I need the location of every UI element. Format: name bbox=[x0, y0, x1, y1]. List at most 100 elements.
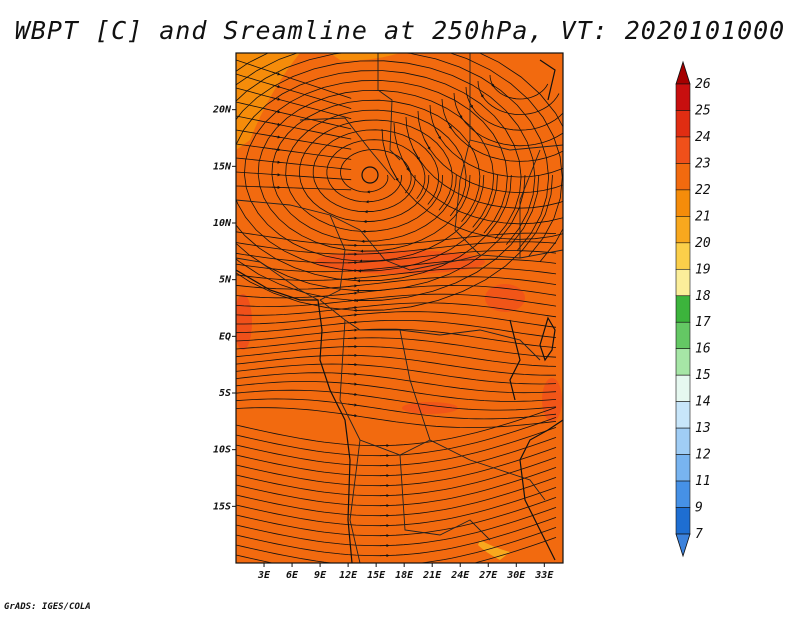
colorbar-swatch bbox=[675, 163, 691, 191]
colorbar-label: 14 bbox=[695, 395, 711, 410]
wbpt-warm-band-central bbox=[315, 250, 485, 274]
colorbar-label: 23 bbox=[695, 156, 711, 171]
streamline-arrow bbox=[390, 167, 399, 182]
colorbar-label: 24 bbox=[695, 130, 711, 145]
colorbar-swatch bbox=[675, 348, 691, 376]
wbpt-warm-patch-west bbox=[236, 294, 252, 350]
colorbar-swatch bbox=[675, 189, 691, 217]
colorbar-label: 15 bbox=[695, 368, 711, 383]
colorbar-label: 7 bbox=[695, 527, 703, 542]
y-axis: 20N 15N 10N 5N EQ 5S 10S 15S bbox=[212, 105, 236, 512]
colorbar-label: 19 bbox=[695, 262, 711, 277]
streamline-arrow bbox=[347, 372, 358, 376]
streamline bbox=[236, 497, 557, 537]
colorbar-swatch bbox=[675, 480, 691, 508]
streamline bbox=[236, 53, 550, 292]
streamline bbox=[236, 157, 352, 170]
streamline-arrow bbox=[424, 139, 431, 151]
streamline bbox=[236, 346, 557, 367]
streamline bbox=[236, 447, 557, 487]
map-frame bbox=[235, 52, 564, 564]
streamline bbox=[236, 427, 557, 467]
x-tick-label: 3E bbox=[257, 570, 271, 581]
streamline-arrow bbox=[271, 135, 281, 139]
streamline-arrow bbox=[347, 313, 358, 317]
streamline bbox=[236, 115, 352, 140]
wbpt-cool-region-nw bbox=[236, 53, 300, 150]
x-tick-label: 30E bbox=[506, 570, 526, 581]
wbpt-warm-patch-east bbox=[485, 284, 525, 312]
streamline bbox=[236, 241, 557, 255]
streamline bbox=[236, 437, 557, 477]
wbpt-warm-patch-south bbox=[402, 402, 458, 414]
chart-title: WBPT [C] and Sreamline at 250hPa, VT: 20… bbox=[14, 16, 786, 45]
streamline-arrow bbox=[271, 97, 281, 101]
x-tick-label: 33E bbox=[534, 570, 554, 581]
streamline-arrow bbox=[412, 148, 420, 161]
colorbar-label: 20 bbox=[695, 236, 711, 251]
colorbar-label: 22 bbox=[695, 183, 711, 198]
x-tick-label: 24E bbox=[450, 570, 470, 581]
streamline bbox=[236, 337, 557, 358]
streamline bbox=[236, 293, 557, 308]
streamline-arrow bbox=[271, 122, 281, 126]
streamline-arrow bbox=[491, 83, 495, 88]
streamline bbox=[236, 417, 557, 457]
streamline bbox=[236, 467, 557, 507]
streamline-arrow bbox=[347, 392, 358, 397]
colorbar-swatch bbox=[675, 321, 691, 350]
y-tick-label: 15S bbox=[213, 501, 231, 512]
y-tick-label: 10S bbox=[213, 445, 231, 456]
colorbar-swatch bbox=[675, 83, 691, 111]
streamline bbox=[236, 320, 557, 338]
colorbar-swatch bbox=[675, 110, 691, 138]
streamline bbox=[236, 267, 557, 281]
streamline-arrow bbox=[347, 414, 358, 418]
streamline bbox=[271, 99, 481, 242]
colorbar-label: 25 bbox=[695, 103, 711, 118]
colorbar-swatch bbox=[675, 507, 691, 535]
x-tick-label: 18E bbox=[395, 570, 414, 581]
streamline bbox=[236, 143, 352, 160]
y-tick-label: 15N bbox=[213, 161, 232, 172]
streamline bbox=[236, 231, 557, 246]
streamline bbox=[236, 129, 352, 150]
colorbar-swatch bbox=[675, 242, 691, 270]
y-tick-label: EQ bbox=[219, 331, 231, 342]
streamline-arrow bbox=[271, 147, 281, 152]
streamline bbox=[236, 311, 557, 328]
streamline bbox=[236, 457, 557, 497]
streamline bbox=[236, 59, 352, 99]
streamline-arrow bbox=[347, 291, 358, 295]
colorbar-swatch bbox=[675, 216, 691, 244]
colorbar-min-arrow bbox=[675, 533, 691, 558]
streamline-arrow bbox=[480, 92, 484, 98]
streamline bbox=[236, 407, 557, 428]
streamline-arrow bbox=[271, 110, 281, 114]
x-tick-label: 21E bbox=[422, 570, 442, 581]
streamline bbox=[236, 398, 557, 420]
colorbar: 26 25 24 23 22 21 20 19 18 17 16 15 14 13 12 11 9 7 bbox=[675, 60, 711, 558]
colorbar-swatch bbox=[675, 454, 691, 482]
streamline bbox=[243, 80, 508, 262]
x-axis: 3E 6E 9E 12E 15E 18E 21E 24E 27E 30E 33E bbox=[257, 563, 554, 581]
streamline bbox=[236, 407, 557, 447]
streamline-arrow bbox=[347, 403, 358, 407]
streamline bbox=[236, 171, 352, 181]
streamline bbox=[236, 537, 557, 563]
streamline bbox=[236, 487, 557, 527]
streamline bbox=[236, 250, 557, 264]
colorbar-swatch bbox=[675, 295, 691, 323]
streamline bbox=[236, 363, 557, 385]
streamline bbox=[285, 109, 467, 232]
colorbar-label: 18 bbox=[695, 289, 711, 304]
map-panel bbox=[236, 53, 563, 563]
colorbar-swatch bbox=[675, 136, 691, 164]
colorbar-label: 21 bbox=[695, 209, 711, 224]
grads-credit: GrADS: IGES/COLA bbox=[4, 602, 91, 612]
streamline bbox=[236, 53, 563, 311]
colorbar-label: 26 bbox=[695, 77, 711, 92]
country-borders bbox=[236, 53, 563, 563]
x-tick-label: 9E bbox=[314, 570, 327, 581]
colorbar-swatch bbox=[675, 268, 691, 297]
